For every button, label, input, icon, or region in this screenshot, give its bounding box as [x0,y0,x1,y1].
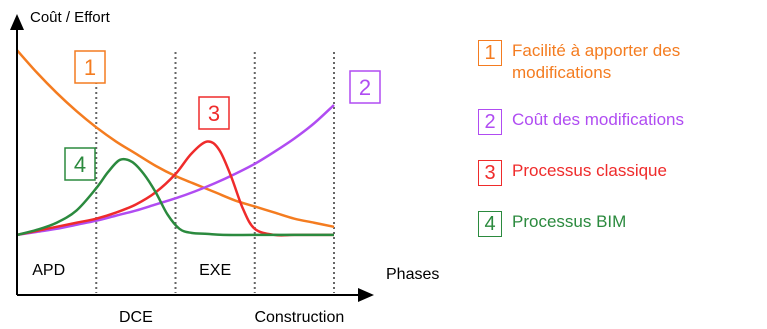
legend-item-4: 4 Processus BIM [478,211,626,237]
svg-text:3: 3 [208,101,220,126]
legend-label-line: Processus classique [512,161,667,180]
y-axis-label: Coût / Effort [30,9,111,26]
legend-item-3: 3 Processus classique [478,160,667,186]
curves [16,49,335,237]
x-axis-arrow [358,288,374,302]
phase-labels: APD EXE DCE Construction [32,262,344,326]
legend-label: Coût des modifications [512,109,684,131]
svg-text:4: 4 [74,152,86,177]
phase-label: EXE [199,262,231,279]
legend-box-1: 1 [478,40,502,66]
legend-label-line: modifications [512,63,612,82]
legend-label: Facilité à apporter des modifications [512,40,680,84]
legend-label-line: Coût des modifications [512,110,684,129]
x-axis-label: Phases [386,266,439,283]
legend-box-2: 2 [478,109,502,135]
y-axis-arrow [10,14,24,30]
curve-4 [16,157,334,237]
legend-label-line: Processus BIM [512,212,627,231]
phase-dividers [95,52,335,293]
legend-label: Processus BIM [512,211,626,233]
curve-label-2: 2 [349,70,381,104]
curve-label-3: 3 [198,96,230,130]
legend-item-2: 2 Coût des modifications [478,109,684,135]
curve-2 [16,104,335,237]
legend-box-3: 3 [478,160,502,186]
phase-label: Construction [254,309,344,326]
curve-labels: 1 2 3 4 [64,50,381,181]
curve-1 [16,49,335,229]
svg-text:2: 2 [359,75,371,100]
phase-label: DCE [119,309,153,326]
svg-text:1: 1 [84,55,96,80]
curve-label-1: 1 [74,50,106,84]
legend-label-line: Facilité à apporter des [512,41,681,60]
curve-label-4: 4 [64,147,96,181]
legend-item-1: 1 Facilité à apporter des modifications [478,40,680,84]
legend-box-4: 4 [478,211,502,237]
phase-label: APD [32,262,65,279]
legend-label: Processus classique [512,160,667,182]
axes [10,14,374,302]
